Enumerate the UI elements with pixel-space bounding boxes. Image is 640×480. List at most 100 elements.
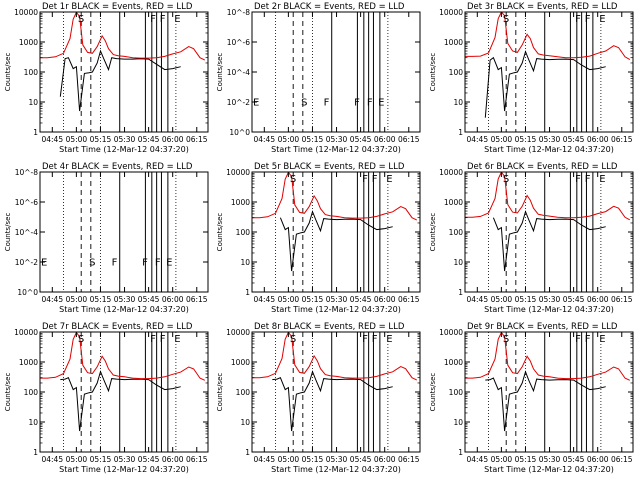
lld-series-line [252, 172, 418, 221]
x-tick-label: 04:45 [466, 135, 488, 144]
y-axis-label: Counts/sec [216, 53, 224, 92]
marker-label: F [575, 14, 581, 25]
marker-label: E [253, 98, 259, 109]
y-tick-label: 10^0 [17, 288, 38, 297]
marker-label: S [301, 98, 307, 109]
marker-label: S [503, 174, 509, 185]
x-tick-label: 05:45 [563, 295, 585, 304]
x-tick-label: 05:15 [90, 455, 112, 464]
chart-title: Det 9r BLACK = Events, RED = LLD [467, 322, 618, 332]
x-tick-label: 05:00 [491, 295, 513, 304]
y-axis-label: Counts/sec [4, 373, 12, 412]
plot-frame [39, 331, 209, 453]
x-tick-label: 05:15 [90, 135, 112, 144]
x-tick-label: 04:45 [466, 295, 488, 304]
marker-label: E [174, 14, 180, 25]
x-tick-label: 05:00 [66, 295, 88, 304]
y-tick-label: 1 [458, 448, 463, 457]
x-tick-label: 05:00 [491, 135, 513, 144]
marker-label: E [599, 14, 605, 25]
x-tick-label: 05:45 [138, 295, 160, 304]
lld-series-line [465, 12, 631, 61]
y-axis-label: Counts/sec [216, 373, 224, 412]
y-tick-label: 1 [458, 288, 463, 297]
y-tick-label: 1 [245, 288, 250, 297]
marker-label: F [575, 334, 581, 345]
lld-series-line [465, 332, 631, 381]
y-tick-label: 10000 [14, 328, 38, 337]
y-tick-label: 10000 [14, 8, 38, 17]
marker-label: E [599, 334, 605, 345]
marker-label: F [367, 98, 373, 109]
events-series-line [485, 370, 606, 432]
events-series-line [279, 210, 393, 272]
x-tick-label: 05:00 [66, 455, 88, 464]
plot-frame [251, 171, 421, 293]
x-tick-label: 05:30 [114, 295, 136, 304]
y-tick-label: 100 [236, 388, 251, 397]
x-tick-label: 05:45 [138, 135, 160, 144]
x-tick-label: 05:15 [302, 295, 324, 304]
y-axis-label: Counts/sec [4, 213, 12, 252]
y-tick-label: 1000 [19, 358, 38, 367]
marker-label: S [503, 14, 509, 25]
x-axis-label: Start Time (12-Mar-12 04:37:20) [271, 145, 401, 154]
x-axis-label: Start Time (12-Mar-12 04:37:20) [271, 465, 401, 474]
x-axis-label: Start Time (12-Mar-12 04:37:20) [484, 145, 614, 154]
x-tick-label: 05:45 [350, 455, 372, 464]
x-tick-label: 06:00 [374, 135, 396, 144]
x-tick-label: 05:30 [326, 455, 348, 464]
y-tick-label: 10^-2 [227, 98, 251, 107]
x-tick-label: 05:45 [138, 455, 160, 464]
y-tick-label: 10 [28, 98, 38, 107]
x-tick-label: 05:15 [90, 295, 112, 304]
y-tick-label: 10 [453, 418, 463, 427]
x-tick-label: 04:45 [466, 455, 488, 464]
y-tick-label: 100 [449, 228, 464, 237]
x-tick-label: 06:00 [374, 295, 396, 304]
marker-label: F [150, 14, 156, 25]
plot-frame [251, 11, 421, 133]
x-tick-label: 05:00 [278, 295, 300, 304]
y-tick-label: 10^-4 [15, 228, 39, 237]
marker-label: S [290, 334, 296, 345]
marker-label: F [585, 174, 591, 185]
y-axis-label: Counts/sec [429, 213, 437, 252]
marker-label: F [155, 258, 161, 269]
y-tick-label: 1 [33, 448, 38, 457]
marker-label: F [585, 334, 591, 345]
chart-title: Det 6r BLACK = Events, RED = LLD [467, 162, 618, 172]
y-tick-label: 1000 [231, 198, 250, 207]
x-tick-label: 04:45 [253, 455, 275, 464]
events-series-line [60, 370, 181, 432]
x-tick-label: 06:00 [587, 455, 609, 464]
y-tick-label: 10 [28, 418, 38, 427]
marker-label: E [378, 98, 384, 109]
x-tick-label: 06:00 [162, 295, 184, 304]
x-tick-label: 05:45 [350, 135, 372, 144]
events-series-line [59, 49, 181, 112]
events-series-line [492, 210, 606, 272]
x-axis-label: Start Time (12-Mar-12 04:37:20) [59, 465, 189, 474]
marker-label: F [160, 334, 166, 345]
y-tick-label: 1 [245, 448, 250, 457]
marker-label: F [362, 334, 368, 345]
marker-label: E [41, 258, 47, 269]
x-tick-label: 05:30 [326, 295, 348, 304]
y-tick-label: 10^-4 [227, 68, 251, 77]
y-axis-label: Counts/sec [429, 53, 437, 92]
x-tick-label: 06:00 [162, 135, 184, 144]
y-tick-label: 10000 [439, 8, 463, 17]
x-tick-label: 06:00 [162, 455, 184, 464]
chart-title: Det 8r BLACK = Events, RED = LLD [254, 322, 405, 332]
chart-title: Det 7r BLACK = Events, RED = LLD [42, 322, 193, 332]
chart-title: Det 3r BLACK = Events, RED = LLD [467, 2, 618, 12]
x-tick-label: 05:00 [491, 455, 513, 464]
plot-frame [464, 331, 634, 453]
y-tick-label: 10^-2 [15, 258, 39, 267]
